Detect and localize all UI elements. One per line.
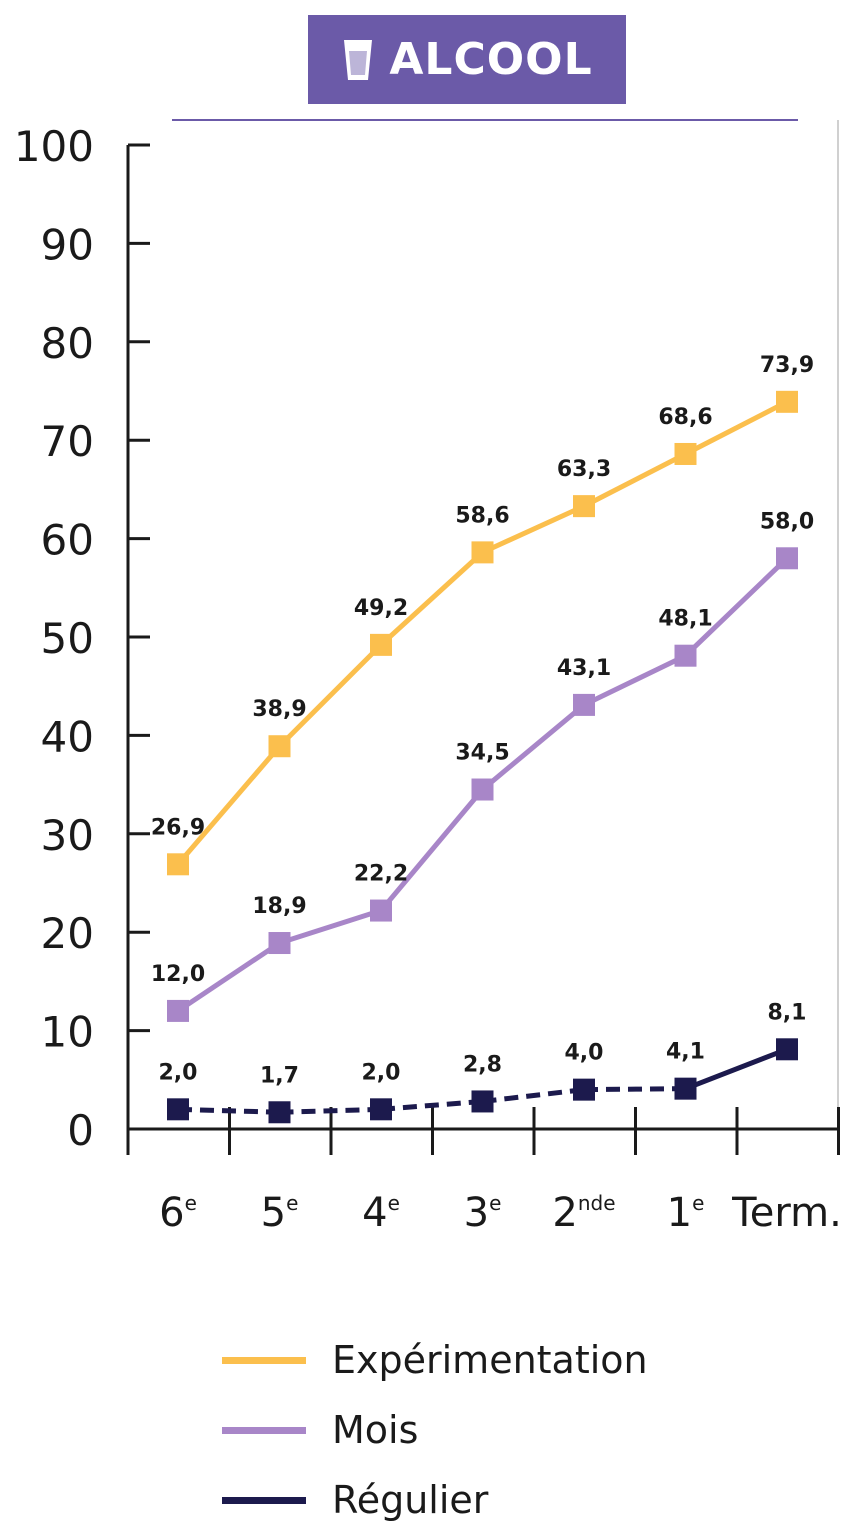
data-point: [471, 1090, 494, 1113]
legend-item: Expérimentation: [222, 1325, 648, 1395]
x-tick-label: 6e: [159, 1190, 197, 1236]
y-tick-label: 0: [67, 1106, 94, 1155]
legend-swatch: [222, 1496, 306, 1504]
data-label: 43,1: [557, 656, 611, 681]
series-segment-0: [582, 451, 687, 509]
chart-title-banner: ALCOOL: [308, 15, 626, 104]
x-tick-label: 4e: [362, 1190, 400, 1236]
series-segment-2: [279, 1106, 382, 1115]
data-label: 2,0: [362, 1060, 401, 1085]
data-point: [471, 541, 494, 564]
data-label: 4,1: [666, 1040, 705, 1065]
data-point: [674, 1077, 697, 1100]
data-point: [674, 442, 697, 465]
data-point: [776, 390, 798, 413]
data-point: [268, 1101, 291, 1124]
data-label: 26,9: [151, 815, 205, 840]
x-tick-label: 1e: [667, 1190, 705, 1236]
data-point: [370, 633, 392, 656]
data-point: [776, 547, 798, 570]
data-point: [573, 495, 595, 518]
data-point: [167, 999, 189, 1022]
x-tick-label: Term.: [731, 1190, 842, 1236]
y-tick-label: 10: [41, 1008, 94, 1057]
legend-label: Expérimentation: [332, 1338, 648, 1382]
data-point: [268, 932, 291, 955]
data-label: 1,7: [260, 1063, 299, 1088]
data-label: 73,9: [760, 353, 814, 378]
y-tick-label: 50: [41, 614, 94, 663]
data-label: 18,9: [252, 894, 306, 919]
series-segment-0: [176, 744, 282, 866]
x-tick-label: 3e: [464, 1190, 502, 1236]
legend: Expérimentation Mois Régulier: [222, 1325, 648, 1535]
legend-swatch: [222, 1426, 306, 1434]
y-tick-label: 30: [41, 811, 94, 860]
series-segment-0: [277, 643, 383, 748]
data-label: 2,8: [463, 1052, 502, 1077]
data-label: 8,1: [768, 1000, 807, 1025]
glass-icon: [344, 39, 373, 80]
data-label: 58,0: [760, 509, 814, 534]
data-point: [471, 778, 494, 801]
y-tick-label: 80: [41, 319, 94, 368]
legend-item: Mois: [222, 1395, 648, 1465]
line-chart: 0 10 20 30 40 50 60 70 80 90 100 6e 5e 4e 3e 2nde 1e Term…: [14, 119, 842, 1236]
data-label: 34,5: [455, 741, 509, 766]
series-segment-1: [278, 908, 382, 946]
series-segment-2: [482, 1087, 585, 1104]
data-point: [573, 693, 595, 716]
legend-label: Mois: [332, 1408, 419, 1452]
data-point: [370, 899, 392, 922]
series-segment-1: [683, 556, 789, 658]
data-point: [268, 735, 291, 758]
data-label: 63,3: [557, 457, 611, 482]
series-segment-2: [583, 1086, 686, 1093]
series-segment-2: [380, 1098, 483, 1112]
y-tick-label: 100: [14, 122, 94, 171]
series-segment-0: [481, 503, 586, 555]
legend-item: Régulier: [222, 1465, 648, 1535]
legend-swatch: [222, 1356, 306, 1364]
series-segment-1: [176, 940, 281, 1013]
legend-label: Régulier: [332, 1478, 489, 1522]
y-tick-label: 70: [41, 417, 94, 466]
data-point: [776, 1038, 798, 1061]
data-label: 2,0: [159, 1060, 198, 1085]
data-label: 4,0: [565, 1041, 604, 1066]
data-label: 38,9: [252, 697, 306, 722]
series-segment-2: [177, 1106, 280, 1115]
data-point: [573, 1078, 595, 1101]
series-segment-0: [684, 399, 789, 457]
data-point: [167, 1098, 189, 1121]
data-point: [370, 1098, 392, 1121]
series-segment-1: [480, 702, 586, 792]
y-tick-label: 40: [41, 712, 94, 761]
x-tick-label: 5e: [261, 1190, 299, 1236]
x-tick-label: 2nde: [552, 1190, 615, 1236]
chart-title: ALCOOL: [389, 34, 593, 85]
data-label: 48,1: [658, 607, 712, 632]
data-label: 68,6: [658, 405, 712, 430]
data-label: 58,6: [455, 503, 509, 528]
data-label: 22,2: [354, 862, 408, 887]
data-label: 49,2: [354, 596, 408, 621]
series-segment-1: [582, 653, 687, 708]
y-tick-label: 90: [41, 220, 94, 269]
series-segment-2: [684, 1046, 788, 1091]
y-tick-label: 20: [41, 909, 94, 958]
series-segment-0: [379, 550, 485, 647]
y-tick-label: 60: [41, 516, 94, 565]
data-point: [674, 644, 697, 667]
data-label: 12,0: [151, 962, 205, 987]
data-point: [167, 853, 189, 876]
series-segment-1: [379, 787, 485, 913]
